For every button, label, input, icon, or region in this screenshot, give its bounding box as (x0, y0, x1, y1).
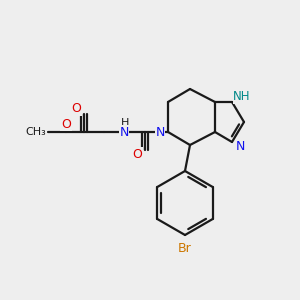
Text: O: O (132, 148, 142, 160)
Text: N: N (155, 125, 165, 139)
Text: O: O (71, 103, 81, 116)
Text: H: H (121, 118, 129, 128)
Text: CH₃: CH₃ (25, 127, 46, 137)
Text: NH: NH (233, 91, 251, 103)
Text: O: O (61, 118, 71, 130)
Text: N: N (119, 125, 129, 139)
Text: Br: Br (178, 242, 192, 254)
Text: N: N (235, 140, 245, 154)
